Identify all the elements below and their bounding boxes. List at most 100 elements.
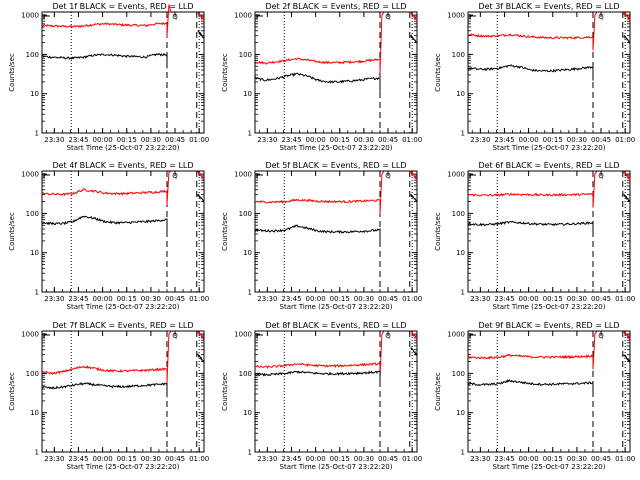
lld-series-line [41,4,172,37]
lld-series-tail [623,171,631,180]
x-tick-label: 00:45 [165,455,185,463]
x-tick-label: 00:00 [306,455,326,463]
lld-series-line [467,331,598,370]
y-tick-label: 100 [452,370,465,378]
plot-frame [41,11,205,134]
events-series-tail [410,346,418,357]
panel-3: Det 3f BLACK = Events, RED = LLD 1 10 100 10… [434,2,635,152]
x-tick-label: 23:30 [470,136,490,144]
panel-5: Det 5f BLACK = Events, RED = LLD 1 10 100 10… [221,161,422,311]
plot-frame [41,330,205,453]
x-tick-label: 00:15 [117,136,137,144]
x-tick-label: 00:00 [306,295,326,303]
x-tick-label: 01:00 [402,295,422,303]
y-axis-label: Counts/sec [434,53,442,92]
x-tick-label: 00:45 [591,295,611,303]
x-tick-label: 00:45 [378,136,398,144]
x-tick-label: 00:15 [543,295,563,303]
x-tick-label: 23:45 [494,455,514,463]
x-tick-label: 00:00 [519,136,539,144]
x-tick-label: 00:30 [354,455,374,463]
x-axis-label: Start Time (25-Oct-07 23:22:20) [67,303,180,311]
x-tick-label: 00:30 [354,295,374,303]
plot-frame [467,170,631,293]
x-axis-label: Start Time (25-Oct-07 23:22:20) [493,463,606,471]
panel-6: Det 6f BLACK = Events, RED = LLD 1 10 100 10… [434,161,635,311]
x-tick-label: 00:15 [543,136,563,144]
events-series-tail [623,354,631,364]
x-tick-label: 23:30 [257,136,277,144]
plot-frame [467,330,631,453]
x-tick-label: 23:30 [44,136,64,144]
x-tick-label: 00:45 [378,295,398,303]
panel-8: Det 8f BLACK = Events, RED = LLD 1 10 100 10… [221,321,422,471]
lld-series-line [467,171,598,208]
events-series-tail [197,30,205,40]
panel-7: Det 7f BLACK = Events, RED = LLD 1 10 100 10… [8,321,209,471]
y-axis-label: Counts/sec [221,372,229,411]
x-tick-label: 00:15 [330,295,350,303]
y-tick-label: 100 [239,210,252,218]
x-tick-label: 00:45 [378,455,398,463]
y-tick-label: 100 [26,370,39,378]
y-tick-label: 10 [456,90,465,98]
top-right-marker: Q [598,172,604,180]
panel-title: Det 9f BLACK = Events, RED = LLD [478,321,619,330]
x-tick-label: 00:15 [543,455,563,463]
y-axis-label: Counts/sec [221,212,229,251]
y-tick-label: 1000 [447,12,465,20]
y-tick-label: 1 [248,449,252,457]
events-series-tail [410,34,418,44]
y-tick-label: 1000 [447,331,465,339]
x-tick-label: 23:45 [68,136,88,144]
x-tick-label: 00:00 [93,295,113,303]
events-series-line [254,370,381,386]
top-right-marker: Q [172,332,178,340]
panel-4: Det 4f BLACK = Events, RED = LLD 1 10 100 10… [8,161,209,311]
events-series-line [41,382,168,398]
x-tick-label: 01:00 [189,136,209,144]
lld-series-line [254,331,385,378]
x-tick-label: 23:30 [257,295,277,303]
x-tick-label: 00:15 [330,136,350,144]
x-axis-label: Start Time (25-Oct-07 23:22:20) [280,144,393,152]
lld-series-tail [410,170,418,181]
y-tick-label: 10 [30,409,39,417]
events-series-line [467,379,594,397]
plot-frame [254,170,418,293]
x-tick-label: 23:30 [44,455,64,463]
events-series-line [254,72,381,92]
x-axis-label: Start Time (25-Oct-07 23:22:20) [67,463,180,471]
lld-series-line [254,171,385,215]
lld-series-tail [623,11,631,22]
panel-title: Det 5f BLACK = Events, RED = LLD [265,161,406,170]
x-tick-label: 23:30 [257,455,277,463]
y-tick-label: 1000 [21,12,39,20]
y-tick-label: 10 [243,409,252,417]
x-tick-label: 23:30 [470,455,490,463]
events-series-tail [623,193,631,202]
y-tick-label: 1 [248,130,252,138]
plot-frame [254,11,418,134]
y-axis-label: Counts/sec [8,212,16,251]
lld-series-tail [197,12,205,22]
lld-series-tail [197,170,205,180]
x-tick-label: 23:30 [470,295,490,303]
y-tick-label: 1000 [447,171,465,179]
panel-title: Det 1f BLACK = Events, RED = LLD [52,2,193,11]
panel-title: Det 4f BLACK = Events, RED = LLD [52,161,193,170]
x-tick-label: 01:00 [402,136,422,144]
y-tick-label: 100 [452,51,465,59]
lld-series-tail [410,11,418,21]
y-tick-label: 1 [35,289,39,297]
x-tick-label: 00:00 [306,136,326,144]
x-tick-label: 00:45 [591,136,611,144]
lld-series-tail [197,330,205,341]
lld-series-line [41,170,172,205]
x-tick-label: 23:45 [494,136,514,144]
x-tick-label: 00:45 [165,136,185,144]
x-axis-label: Start Time (25-Oct-07 23:22:20) [493,303,606,311]
x-tick-label: 01:00 [615,455,635,463]
x-tick-label: 00:00 [93,136,113,144]
